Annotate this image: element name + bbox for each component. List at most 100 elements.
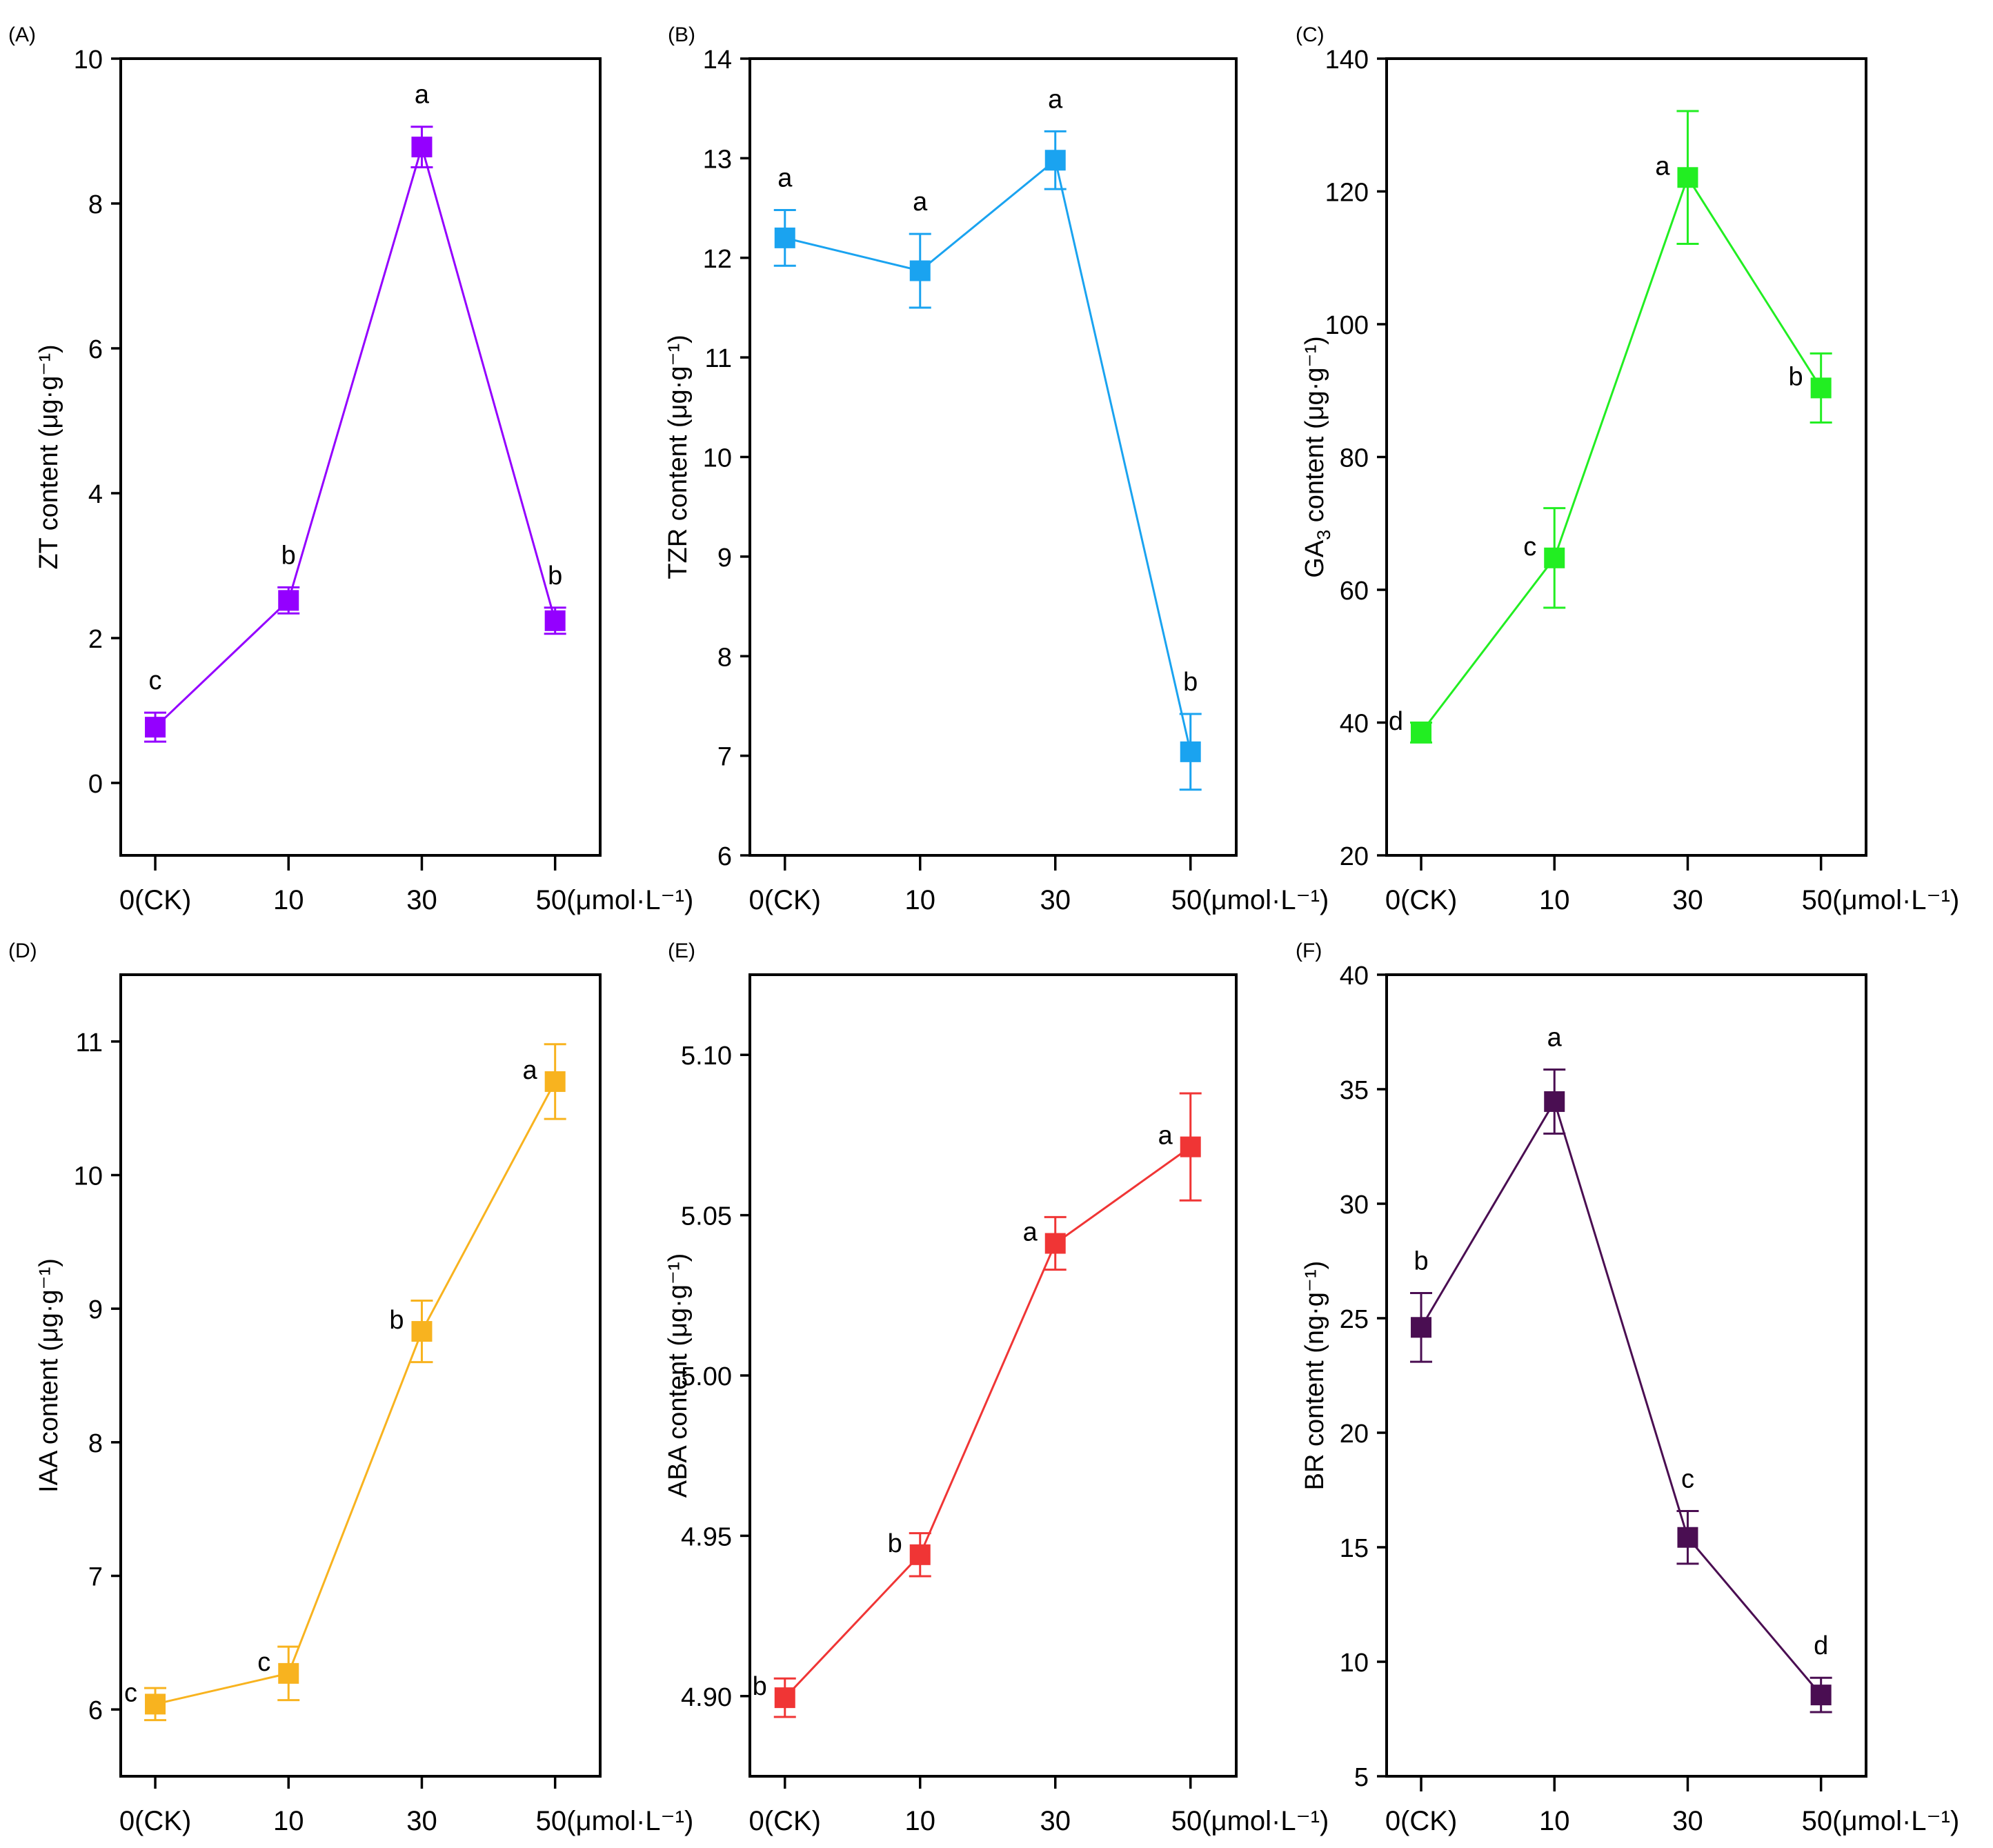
y-tick-label: 0 (88, 770, 103, 799)
y-axis-label: TZR content (μg·g⁻¹) (664, 335, 693, 579)
significance-letter: a (913, 188, 928, 217)
y-tick-label: 4.90 (681, 1683, 732, 1712)
data-point (1677, 1527, 1698, 1548)
y-tick-label: 5.00 (681, 1362, 732, 1391)
y-tick-label: 15 (1340, 1534, 1369, 1563)
y-axis-label: IAA content (μg·g⁻¹) (34, 1258, 63, 1493)
significance-letter: b (389, 1306, 404, 1335)
data-point (774, 227, 795, 248)
y-tick-label: 8 (88, 1429, 103, 1458)
y-axis-label: GA3 content (μg·g⁻¹) (1300, 336, 1334, 578)
x-tick-label: 50(μmol·L⁻¹) (1802, 1806, 1960, 1836)
data-point (544, 1071, 566, 1092)
y-axis-label: ABA content (μg·g⁻¹) (664, 1253, 693, 1498)
x-tick-label: 50(μmol·L⁻¹) (536, 885, 694, 915)
x-tick-label: 10 (1539, 885, 1570, 915)
y-tick-label: 9 (88, 1295, 103, 1324)
series-line (155, 1081, 556, 1705)
significance-letter: a (777, 163, 793, 192)
data-point (1180, 1136, 1201, 1158)
x-tick-label: 30 (406, 885, 437, 915)
panel-c: (C) 20 40 60 80 100 120 140 GA3 content (μg·g⁻¹)… (1296, 23, 1959, 915)
y-tick-label: 8 (717, 643, 732, 672)
y-tick-label: 10 (1340, 1649, 1369, 1678)
x-tick-label: 30 (1672, 1806, 1703, 1836)
y-tick-label: 10 (74, 46, 103, 74)
data-point (1544, 1091, 1565, 1112)
data-point (1677, 167, 1698, 188)
data-point (145, 1693, 166, 1715)
plot-frame (119, 57, 602, 857)
x-tick-label: 50(μmol·L⁻¹) (1171, 1806, 1329, 1836)
y-tick-label: 35 (1340, 1076, 1369, 1105)
significance-letter: a (415, 81, 430, 110)
x-tick-label: 30 (1672, 885, 1703, 915)
y-tick-label: 13 (703, 145, 732, 174)
panel-e: (E) 4.90 4.95 5.00 5.05 5.10 ABA content (μg·g… (664, 940, 1329, 1836)
panel-f: (F) 5 10 15 20 25 30 35 40 BR content (ng·g⁻¹) 0(C… (1296, 940, 1959, 1836)
y-tick-label: 4.95 (681, 1522, 732, 1551)
plot-frame (748, 973, 1238, 1778)
y-tick-label: 20 (1340, 842, 1369, 871)
significance-letter: d (1389, 707, 1403, 736)
data-point (1411, 722, 1432, 743)
x-tick-label: 50(μmol·L⁻¹) (1171, 885, 1329, 915)
data-point (544, 610, 566, 631)
significance-letter: b (1414, 1246, 1428, 1275)
y-tick-label: 2 (88, 625, 103, 654)
data-point (145, 717, 166, 738)
significance-letter: b (281, 542, 296, 570)
y-tick-label: 120 (1325, 179, 1369, 208)
x-tick-label: 30 (1040, 885, 1071, 915)
panel-label: (E) (668, 940, 695, 962)
y-tick-label: 10 (74, 1162, 103, 1191)
y-tick-label: 25 (1340, 1305, 1369, 1334)
panel-label: (B) (668, 23, 695, 46)
y-tick-label: 11 (76, 1029, 103, 1057)
panel-a: (A) 0 2 4 6 8 10 ZT content (μg·g⁻¹) 0(CK) 10 30 50… (8, 23, 693, 915)
y-axis-label: BR content (ng·g⁻¹) (1300, 1261, 1329, 1491)
x-tick-label: 0(CK) (119, 885, 191, 915)
y-tick-label: 7 (717, 743, 732, 772)
x-tick-label: 50(μmol·L⁻¹) (536, 1806, 694, 1836)
series-line (1420, 1099, 1822, 1696)
x-tick-label: 10 (1539, 1806, 1570, 1836)
data-point (1044, 150, 1066, 171)
significance-letter: c (1681, 1465, 1694, 1494)
x-tick-label: 10 (905, 1806, 936, 1836)
plot-frame (1385, 57, 1867, 857)
panel-label: (D) (8, 940, 37, 962)
significance-letter: b (1183, 668, 1198, 697)
data-point (1044, 1233, 1066, 1254)
y-tick-label: 8 (88, 190, 103, 219)
y-tick-label: 6 (88, 335, 103, 364)
y-tick-label: 80 (1340, 444, 1369, 473)
significance-letter: c (257, 1648, 270, 1677)
x-tick-label: 10 (905, 885, 936, 915)
y-tick-label: 10 (703, 444, 732, 473)
series-line (784, 158, 1192, 753)
y-tick-label: 5 (1354, 1763, 1369, 1792)
panel-d: (D) 6 7 8 9 10 11 IAA content (μg·g⁻¹) 0(CK) 10 30… (8, 940, 693, 1836)
data-point (278, 1662, 299, 1684)
significance-letter: b (1789, 362, 1803, 391)
data-point (909, 1544, 931, 1565)
significance-letter: a (1023, 1218, 1038, 1247)
y-tick-label: 4 (88, 480, 103, 509)
y-tick-label: 12 (703, 245, 732, 274)
data-point (1810, 1685, 1832, 1706)
plot-frame (748, 57, 1238, 857)
data-point (1810, 377, 1832, 399)
significance-letter: c (124, 1678, 137, 1707)
x-tick-label: 0(CK) (1385, 1806, 1457, 1836)
y-axis-label: ZT content (μg·g⁻¹) (34, 344, 63, 569)
series-line (155, 143, 557, 728)
y-tick-label: 40 (1340, 962, 1369, 991)
x-tick-label: 10 (273, 1806, 304, 1836)
panel-label: (F) (1296, 940, 1322, 962)
data-point (1544, 547, 1565, 568)
significance-letter: a (1158, 1122, 1173, 1151)
significance-letter: a (523, 1056, 538, 1085)
series-line (784, 1146, 1191, 1699)
